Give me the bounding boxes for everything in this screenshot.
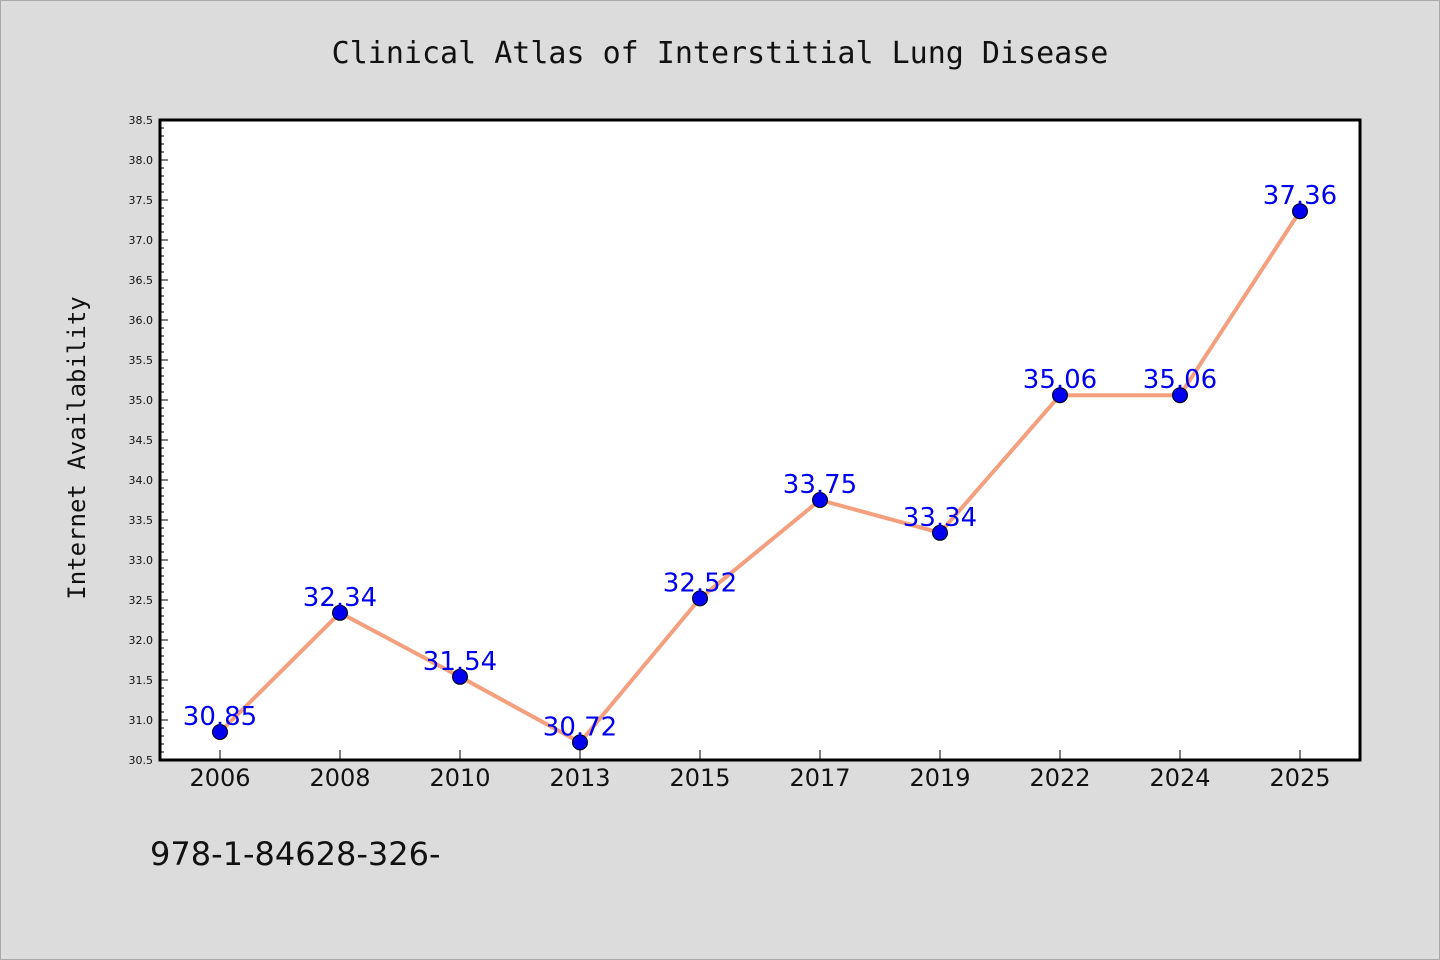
x-tick-label: 2006	[189, 764, 250, 792]
y-tick-label: 30.5	[129, 754, 154, 767]
data-point	[332, 604, 348, 621]
plot-border	[158, 118, 1362, 762]
x-axis: 2006 2008 2010 2013 2015 2017 2019 2022 2024 2025	[189, 750, 1331, 792]
y-tick-label: 34.0	[129, 474, 154, 487]
y-tick-label: 35.5	[129, 354, 154, 367]
data-label: 30.85	[183, 702, 257, 732]
data-label: 33.75	[783, 470, 857, 500]
data-point	[212, 724, 228, 740]
data-point	[1172, 387, 1188, 404]
y-tick-label: 36.0	[129, 314, 154, 327]
x-tick-label: 2015	[669, 764, 730, 792]
data-point	[932, 524, 948, 541]
y-tick-label: 38.0	[129, 154, 154, 167]
y-tick-label: 32.5	[129, 594, 154, 607]
y-tick-label: 31.0	[129, 714, 154, 727]
x-tick-label: 2022	[1029, 764, 1090, 792]
y-axis-label: Internet Availability	[63, 296, 91, 599]
x-tick-label: 2024	[1149, 764, 1210, 792]
series-line	[218, 210, 1302, 745]
y-tick-label: 31.5	[129, 674, 154, 687]
data-point	[1292, 203, 1308, 220]
x-tick-label: 2025	[1269, 764, 1330, 792]
series-markers	[212, 203, 1308, 751]
data-labels: 30.85 32.34 31.54 30.72 32.52 33.75 33.34 35.06…	[183, 181, 1337, 742]
plot-area	[160, 120, 1360, 760]
y-axis: 30.5 31.0 31.5 32.0 32.5 33.0 33.5 34.0 34.5 35.0…	[129, 114, 168, 767]
data-label: 32.34	[303, 583, 377, 613]
x-tick-label: 2010	[429, 764, 490, 792]
y-tick-label: 38.5	[129, 114, 154, 127]
data-label: 37.36	[1263, 181, 1337, 211]
data-label: 35.06	[1143, 365, 1217, 395]
y-tick-label: 32.0	[129, 634, 154, 647]
chart-title: Clinical Atlas of Interstitial Lung Dise…	[332, 36, 1109, 71]
y-tick-label: 37.0	[129, 234, 154, 247]
footer-isbn-text: 978-1-84628-326-	[150, 835, 441, 873]
data-point	[812, 492, 828, 508]
y-tick-label: 33.5	[129, 514, 154, 527]
data-point	[692, 590, 708, 607]
data-label: 32.52	[663, 568, 737, 598]
y-tick-label: 37.5	[129, 194, 154, 207]
data-point	[1052, 387, 1068, 404]
x-tick-label: 2008	[309, 764, 370, 792]
data-label: 30.72	[543, 712, 617, 742]
x-tick-label: 2017	[789, 764, 850, 792]
y-tick-label: 36.5	[129, 274, 154, 287]
data-point	[572, 734, 588, 751]
y-tick-label: 34.5	[129, 434, 154, 447]
data-point	[452, 668, 468, 685]
x-tick-label: 2019	[909, 764, 970, 792]
data-label: 33.34	[903, 503, 977, 533]
y-tick-label: 35.0	[129, 394, 154, 407]
data-label: 35.06	[1023, 365, 1097, 395]
data-label: 31.54	[423, 647, 497, 677]
y-tick-label: 33.0	[129, 554, 154, 567]
x-tick-label: 2013	[549, 764, 610, 792]
